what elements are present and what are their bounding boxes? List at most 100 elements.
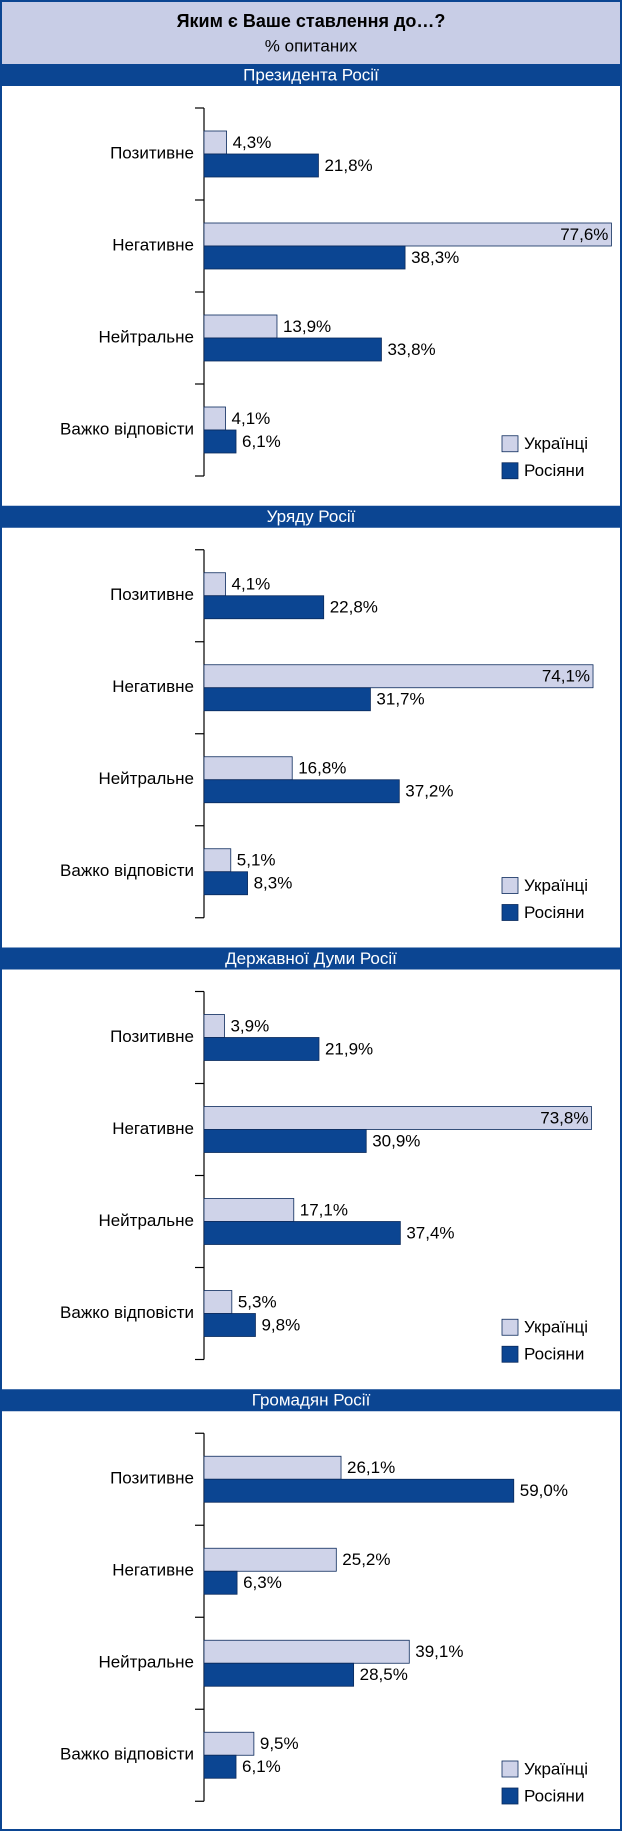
value-label: 5,3% [238, 1292, 277, 1311]
bar [203, 687, 371, 712]
bar [203, 1313, 256, 1337]
value-label: 59,0% [520, 1481, 568, 1500]
category-label: Негативне [112, 1119, 194, 1138]
legend-label: Українці [524, 1759, 588, 1778]
category-label: Нейтральне [98, 1653, 194, 1672]
bar [203, 1014, 225, 1038]
legend-label: Росіяни [524, 903, 584, 922]
category-label: Нейтральне [98, 769, 194, 788]
bar [203, 1639, 410, 1664]
bar [203, 314, 278, 339]
section-title: Державної Думи Росії [225, 949, 397, 968]
section-title-bg [0, 1389, 622, 1412]
value-label: 22,8% [330, 598, 378, 617]
section-title-bg [0, 505, 622, 528]
value-label: 39,1% [415, 1642, 463, 1661]
section-title: Президента Росії [243, 65, 379, 84]
value-label: 6,1% [242, 432, 281, 451]
section-title: Уряду Росії [267, 507, 356, 526]
value-label: 6,1% [242, 1757, 281, 1776]
bar [203, 1731, 255, 1756]
bar [203, 1754, 237, 1779]
value-label: 31,7% [376, 690, 424, 709]
legend-label: Українці [524, 876, 588, 895]
category-label: Позитивне [110, 143, 194, 162]
bar [203, 1662, 355, 1687]
bar [203, 1221, 401, 1245]
category-label: Позитивне [110, 1027, 194, 1046]
bar [203, 406, 226, 431]
legend-label: Росіяни [524, 1345, 584, 1364]
legend-label: Українці [524, 434, 588, 453]
value-label: 37,4% [406, 1223, 454, 1242]
category-label: Важко відповісти [60, 1745, 194, 1764]
category-label: Негативне [112, 235, 194, 254]
bar [203, 1290, 233, 1314]
value-label: 4,1% [232, 409, 271, 428]
section-title-bg [0, 947, 622, 970]
legend-swatch [501, 435, 519, 453]
bar [203, 1478, 515, 1503]
legend-swatch [501, 1787, 519, 1805]
value-label: 30,9% [372, 1131, 420, 1150]
value-label: 13,9% [283, 317, 331, 336]
bar [203, 756, 293, 781]
section-title-bg [0, 64, 622, 86]
value-label: 37,2% [405, 782, 453, 801]
category-label: Важко відповісти [60, 1303, 194, 1322]
header-title: Яким є Ваше ставлення до…? [177, 11, 446, 31]
bar [203, 337, 382, 362]
category-label: Важко відповісти [60, 861, 194, 880]
value-label: 21,8% [324, 156, 372, 175]
header-bg [0, 0, 622, 64]
header-subtitle: % опитаних [265, 36, 358, 55]
bar [203, 1129, 367, 1153]
bar [203, 664, 594, 689]
category-label: Негативне [112, 1561, 194, 1580]
value-label: 25,2% [342, 1550, 390, 1569]
value-label: 73,8% [540, 1108, 588, 1127]
value-label: 8,3% [254, 874, 293, 893]
value-label: 33,8% [387, 340, 435, 359]
value-label: 38,3% [411, 248, 459, 267]
category-label: Негативне [112, 677, 194, 696]
legend-swatch [501, 1345, 519, 1363]
value-label: 6,3% [243, 1573, 282, 1592]
value-label: 5,1% [237, 851, 276, 870]
value-label: 28,5% [360, 1665, 408, 1684]
bar [203, 130, 227, 155]
bar [203, 429, 237, 454]
value-label: 9,5% [260, 1734, 299, 1753]
value-label: 17,1% [300, 1200, 348, 1219]
legend-label: Росіяни [524, 1786, 584, 1805]
value-label: 21,9% [325, 1039, 373, 1058]
bar [203, 1106, 592, 1130]
category-label: Важко відповісти [60, 419, 194, 438]
bar [203, 1198, 295, 1222]
legend-swatch [501, 1318, 519, 1336]
bar [203, 848, 232, 873]
bar [203, 779, 400, 804]
value-label: 77,6% [560, 225, 608, 244]
category-label: Позитивне [110, 1469, 194, 1488]
bar [203, 1570, 238, 1595]
category-label: Нейтральне [98, 327, 194, 346]
category-label: Нейтральне [98, 1211, 194, 1230]
bar [203, 222, 612, 247]
section-title: Громадян Росії [252, 1391, 371, 1410]
bar [203, 153, 319, 178]
bar [203, 595, 325, 620]
bar [203, 245, 406, 270]
value-label: 16,8% [298, 759, 346, 778]
value-label: 4,1% [232, 575, 271, 594]
bar [203, 1547, 337, 1572]
value-label: 4,3% [233, 133, 272, 152]
legend-swatch [501, 462, 519, 480]
value-label: 74,1% [542, 667, 590, 686]
bar [203, 572, 226, 597]
value-label: 9,8% [261, 1315, 300, 1334]
bar [203, 1037, 320, 1061]
value-label: 3,9% [230, 1016, 269, 1035]
bar [203, 1455, 342, 1480]
